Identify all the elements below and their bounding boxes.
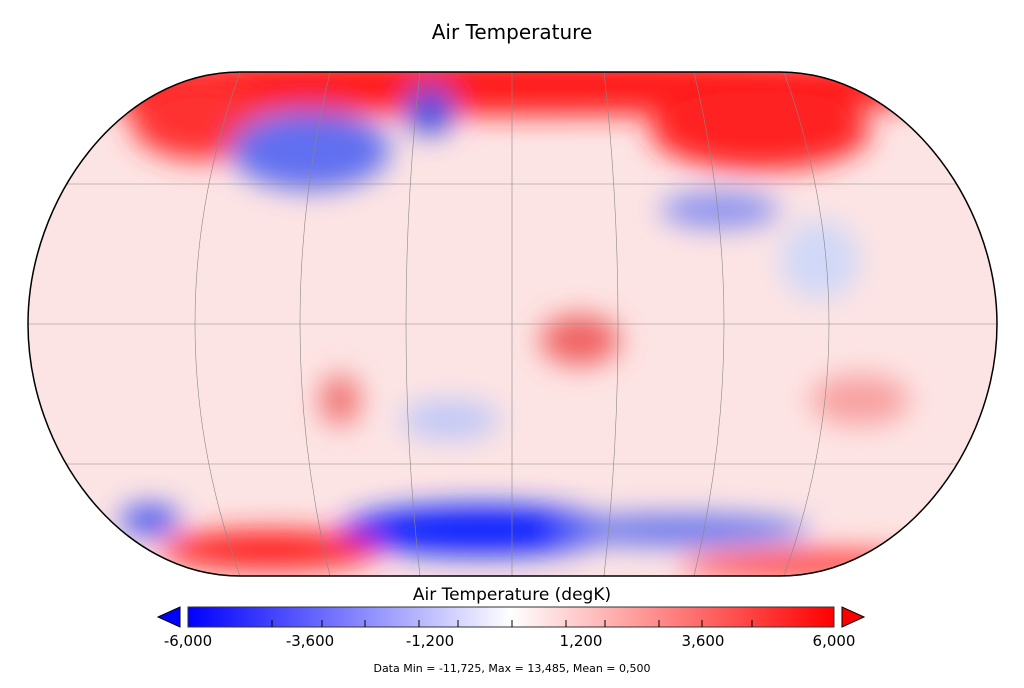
plot-title: Air Temperature	[431, 20, 593, 44]
colorbar-tick-label: -3,600	[285, 632, 335, 650]
colorbar-tick-label: 6,000	[812, 632, 856, 650]
anomaly-field	[28, 72, 997, 576]
colorbar	[156, 606, 866, 628]
graticule	[28, 72, 997, 576]
colorbar-tick-label: -6,000	[163, 632, 213, 650]
colorbar-title: Air Temperature (degK)	[412, 585, 612, 605]
colorbar-tick-label: 3,600	[681, 632, 725, 650]
colorbar-gradient	[187, 606, 835, 628]
colorbar-under-arrow	[156, 606, 181, 628]
colorbar-over-arrow	[841, 606, 866, 628]
data-stats-footer: Data Min = -11,725, Max = 13,485, Mean =…	[373, 662, 651, 675]
colorbar-tick-label: 1,200	[559, 632, 603, 650]
colorbar-tick-label: -1,200	[405, 632, 455, 650]
map-border	[27, 71, 998, 577]
